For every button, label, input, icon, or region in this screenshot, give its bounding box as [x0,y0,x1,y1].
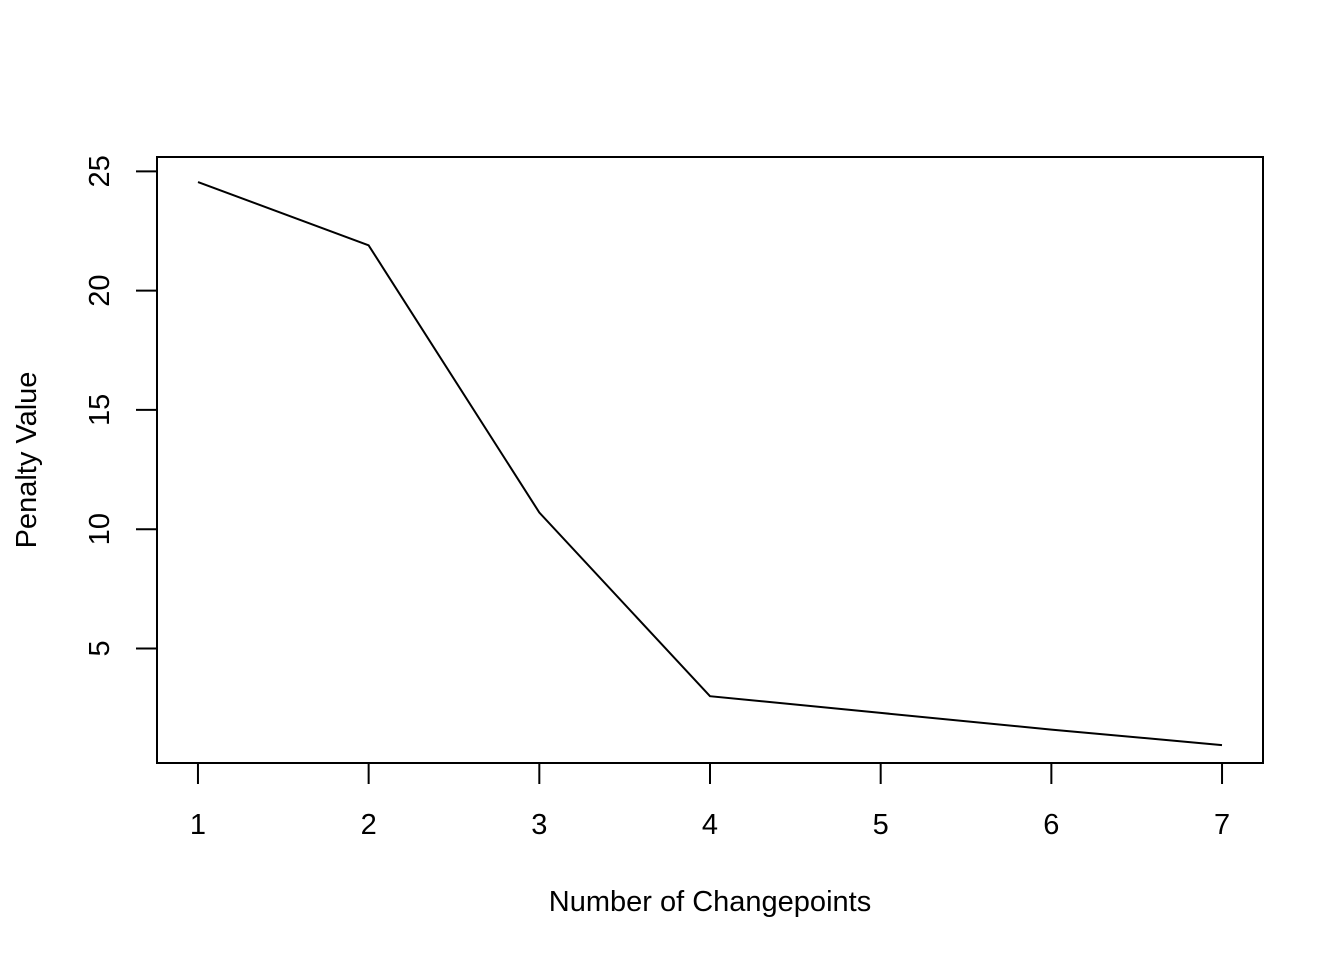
x-tick-label: 3 [531,809,547,841]
y-tick-label: 20 [84,274,116,306]
y-tick-label: 10 [84,513,116,545]
x-tick-label: 5 [873,809,889,841]
x-tick-label: 2 [361,809,377,841]
x-axis-title: Number of Changepoints [549,886,871,918]
y-tick-label: 15 [84,394,116,426]
x-tick-label: 7 [1214,809,1230,841]
y-tick-label: 25 [84,155,116,187]
x-tick-label: 6 [1043,809,1059,841]
x-tick-label: 4 [702,809,718,841]
y-tick-label: 5 [84,640,116,656]
y-axis-title: Penalty Value [11,372,43,549]
x-axis: 1 2 3 4 5 6 7 [190,763,1230,841]
x-tick-label: 1 [190,809,206,841]
y-axis: 5 10 15 20 25 [84,155,157,656]
series-line-penalty-value [198,182,1222,745]
plot-frame [157,157,1263,763]
